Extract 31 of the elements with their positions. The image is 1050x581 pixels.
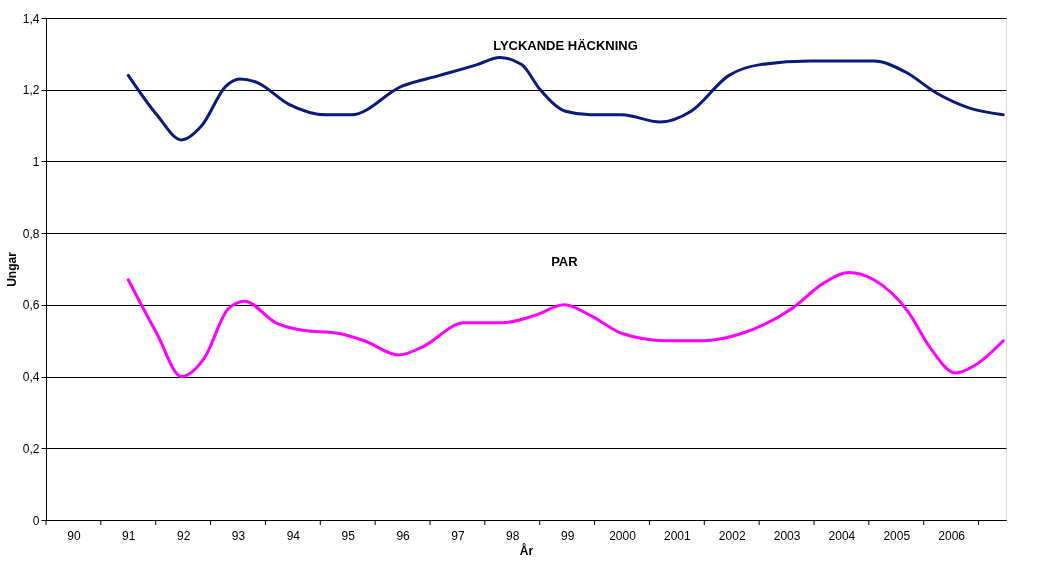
x-tick-label: 94 bbox=[286, 528, 301, 543]
y-tick-label: 0,2 bbox=[22, 441, 40, 456]
text: PAR bbox=[551, 253, 579, 269]
x-tick-label: 90 bbox=[67, 528, 81, 543]
y-tick-label: 0,8 bbox=[22, 226, 40, 241]
y-tick-label: 0,6 bbox=[22, 298, 40, 313]
x-tick-label: 2005 bbox=[883, 528, 911, 543]
y-tick-label: 1,4 bbox=[22, 11, 40, 26]
y-tick-label: 1 bbox=[32, 154, 40, 169]
x-tick-label: 2001 bbox=[664, 528, 692, 543]
x-tick-label: 92 bbox=[176, 528, 191, 543]
x-tick-label: 2006 bbox=[938, 528, 966, 543]
y-axis-title: Ungar bbox=[4, 251, 19, 287]
x-tick-label: 99 bbox=[560, 528, 575, 543]
x-tick-label: 2004 bbox=[828, 528, 856, 543]
x-axis-title: År bbox=[519, 542, 534, 558]
x-tick-label: 93 bbox=[231, 528, 246, 543]
x-tick-label: 91 bbox=[122, 528, 136, 543]
series-label: LYCKANDE HÄCKNING bbox=[493, 38, 638, 54]
x-tick-label: 2003 bbox=[773, 528, 801, 543]
x-tick-label: 95 bbox=[341, 528, 356, 543]
y-tick-label: 0,4 bbox=[22, 370, 40, 385]
line-series bbox=[126, 271, 1005, 379]
y-tick-label: 0 bbox=[32, 513, 40, 528]
y-tick-label: 1,2 bbox=[22, 83, 40, 98]
x-tick-label: 2002 bbox=[718, 528, 746, 543]
x-tick-label: 97 bbox=[451, 528, 465, 543]
x-tick-label: 96 bbox=[396, 528, 411, 543]
line-series bbox=[126, 55, 1005, 142]
x-tick-label: 98 bbox=[506, 528, 520, 543]
x-tick-label: 2000 bbox=[609, 528, 637, 543]
